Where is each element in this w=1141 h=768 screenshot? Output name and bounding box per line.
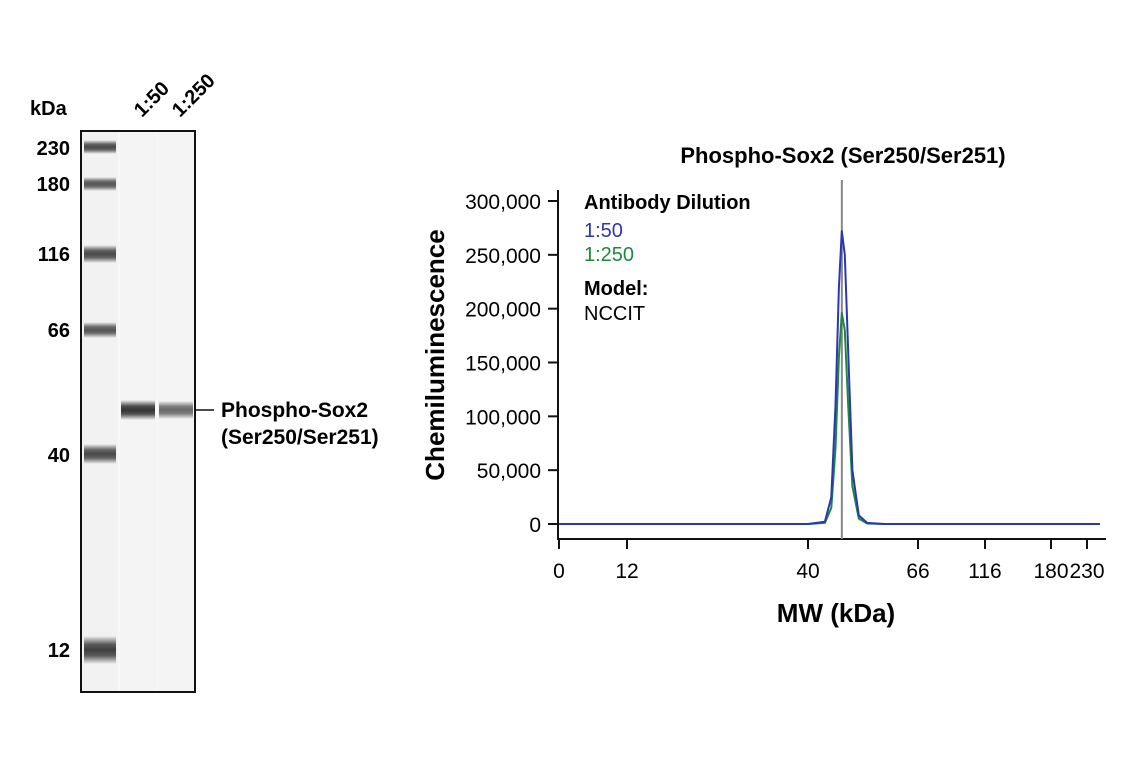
band-label-line1: Phospho-Sox2 (221, 399, 368, 422)
series-layer (559, 230, 1100, 525)
lane-label-2: 1:250 (168, 70, 220, 122)
x-tick-label: 40 (796, 560, 819, 583)
x-tick-label: 12 (615, 560, 638, 583)
x-tick-label: 0 (553, 560, 565, 583)
ladder-lane-bg (82, 132, 118, 691)
ladder-label-116: 116 (38, 244, 70, 266)
x-tick-label: 180 (1033, 560, 1068, 583)
y-axis-label: Chemiluminescence (420, 229, 450, 480)
series-line-1 (559, 230, 1100, 525)
y-tick-label: 100,000 (465, 406, 541, 429)
y-ticks: 0 50,000 100,000 150,000 200,000 250,000 300,0… (465, 191, 558, 537)
ladder-band-66 (84, 322, 116, 338)
series-line-2 (559, 312, 1100, 525)
x-axis-label: MW (kDa) (777, 598, 895, 628)
lane-label-1: 1:50 (130, 78, 174, 122)
chart-title: Phospho-Sox2 (Ser250/Ser251) (680, 143, 1005, 168)
ladder-label-12: 12 (48, 640, 70, 662)
y-tick-label: 150,000 (465, 353, 541, 376)
legend-entry-1: 1:50 (584, 220, 623, 242)
ladder-band-180 (84, 177, 116, 191)
y-tick-label: 0 (529, 514, 541, 537)
legend-model-label: Model: (584, 278, 648, 300)
y-tick-label: 50,000 (477, 460, 541, 483)
ladder-label-66: 66 (48, 320, 70, 342)
ladder-label-230: 230 (37, 138, 70, 160)
band-label-line2: (Ser250/Ser251) (221, 426, 379, 449)
ladder-band-116 (84, 245, 116, 263)
y-tick-label: 300,000 (465, 191, 541, 214)
ladder-label-40: 40 (48, 445, 70, 467)
x-ticks: 0 12 40 66 116 180 230 (553, 539, 1105, 583)
ladder-band-230 (84, 140, 116, 154)
kda-label: kDa (30, 98, 68, 120)
x-tick-label: 116 (968, 560, 1001, 583)
x-tick-label: 230 (1069, 560, 1104, 583)
sample-band-lane-1 (121, 400, 155, 420)
sample-band-lane-2 (159, 401, 193, 419)
legend-header: Antibody Dilution (584, 192, 751, 214)
y-tick-label: 200,000 (465, 299, 541, 322)
x-tick-label: 66 (906, 560, 929, 583)
blot-panel: kDa 1:50 1:250 230 180 116 66 40 12 Phos… (30, 70, 379, 693)
ladder-band-40 (84, 444, 116, 464)
ladder-band-12 (84, 636, 116, 664)
y-tick-label: 250,000 (465, 245, 541, 268)
ladder-label-180: 180 (37, 174, 70, 196)
legend-entry-2: 1:250 (584, 244, 634, 266)
chart-panel: Phospho-Sox2 (Ser250/Ser251) Chemilumine… (420, 143, 1106, 628)
legend-model-value: NCCIT (584, 303, 645, 325)
